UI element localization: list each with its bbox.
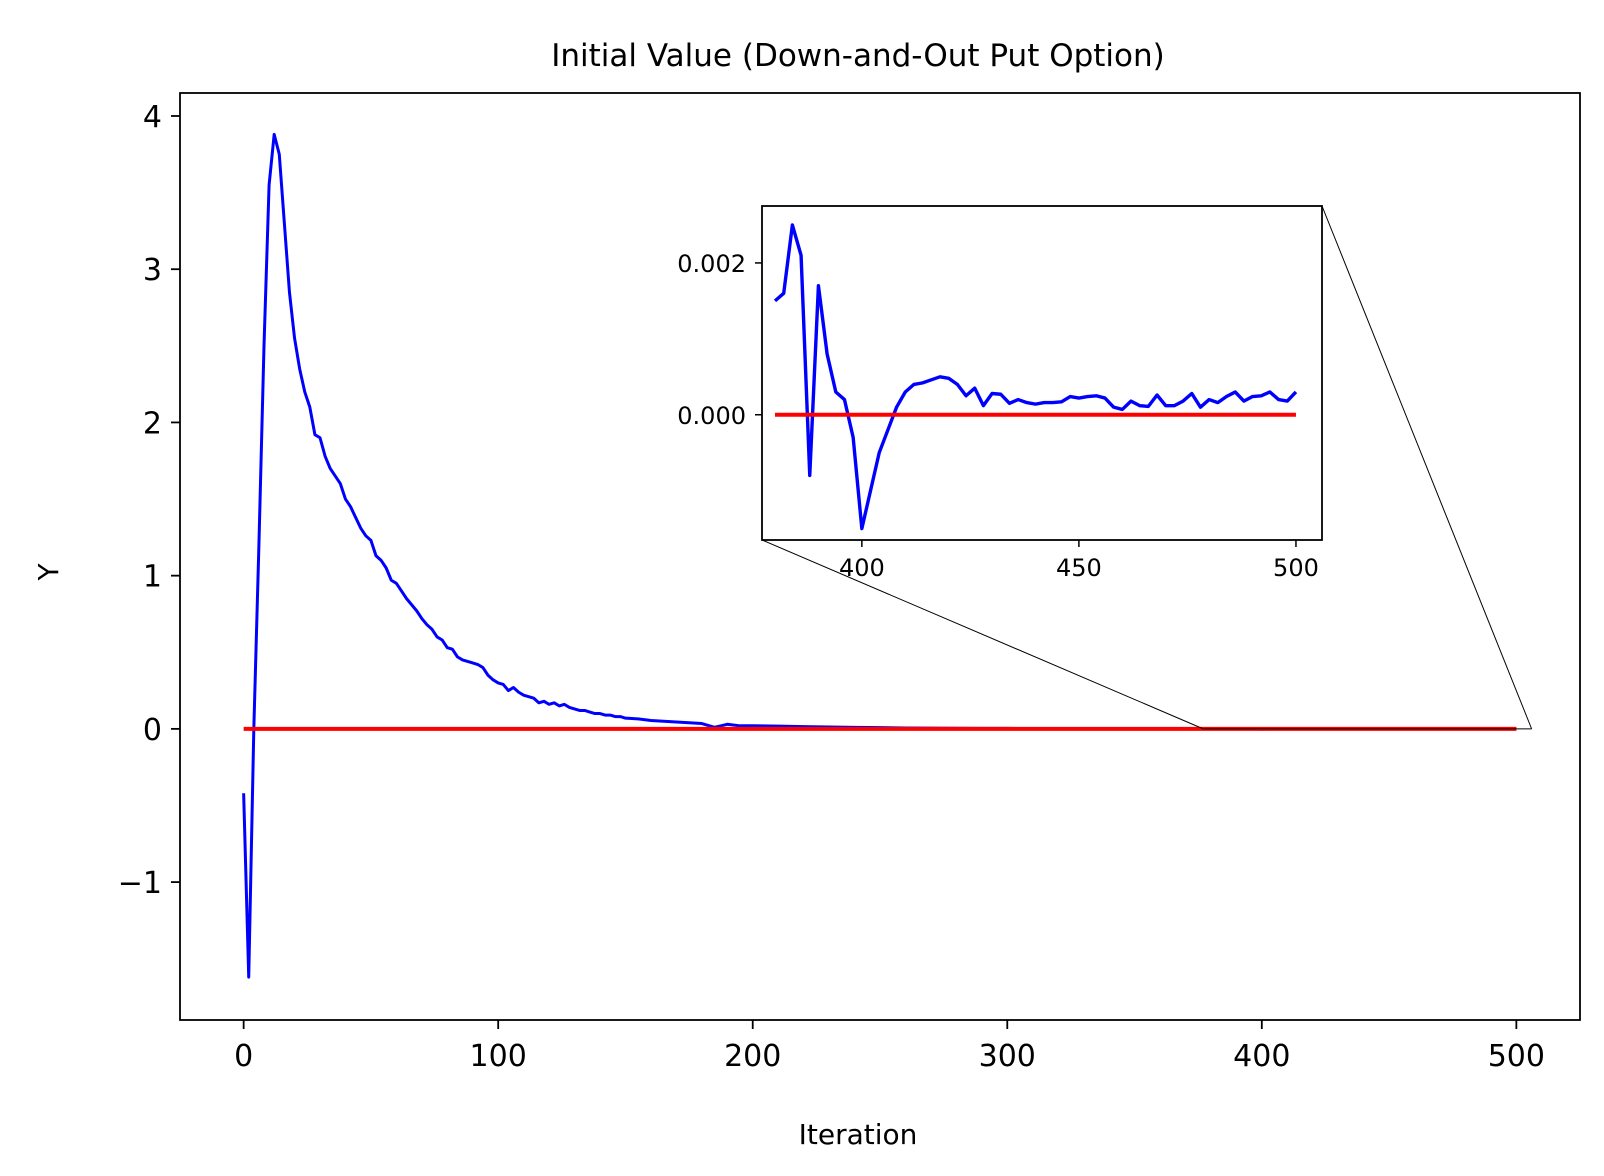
zoom-connector-left bbox=[761, 539, 1204, 730]
x-tick-label: 400 bbox=[1233, 1039, 1290, 1074]
inset-axes-frame bbox=[761, 205, 1323, 541]
x-tick-label: 100 bbox=[470, 1039, 527, 1074]
main-plot-area: 0 100 200 300 400 500 −1 0 1 2 3 4 bbox=[118, 92, 1581, 1074]
x-axis-label: Iteration bbox=[799, 1118, 918, 1151]
x-tick-label: 300 bbox=[979, 1039, 1036, 1074]
y-tick-label: 4 bbox=[143, 100, 162, 135]
inset-plot-area: 400 450 500 0.000 0.002 bbox=[677, 205, 1323, 582]
inset-series-group bbox=[773, 223, 1298, 531]
inset-y-tick-label: 0.002 bbox=[677, 250, 746, 278]
main-axes-frame bbox=[179, 92, 1581, 1021]
y-axis-label: Y bbox=[32, 563, 65, 582]
x-tick-label: 500 bbox=[1488, 1039, 1545, 1074]
x-tick-label: 200 bbox=[724, 1039, 781, 1074]
inset-x-tick-label: 500 bbox=[1273, 554, 1319, 582]
y-tick-label: 0 bbox=[143, 713, 162, 748]
inset-y-tick-label: 0.000 bbox=[677, 402, 746, 430]
inset-series-line-0 bbox=[773, 223, 1298, 531]
inset-x-tick-label: 400 bbox=[839, 554, 885, 582]
zoom-connector-lines bbox=[761, 205, 1533, 730]
y-tick-label: 3 bbox=[143, 253, 162, 288]
zoom-connector-right bbox=[1321, 205, 1533, 730]
inset-x-tick-label: 450 bbox=[1056, 554, 1102, 582]
y-tick-label: 2 bbox=[143, 406, 162, 441]
chart-title: Initial Value (Down-and-Out Put Option) bbox=[551, 38, 1165, 74]
inset-background bbox=[762, 206, 1322, 540]
y-tick-label: −1 bbox=[118, 866, 162, 901]
y-tick-label: 1 bbox=[143, 560, 162, 595]
x-tick-label: 0 bbox=[234, 1039, 253, 1074]
